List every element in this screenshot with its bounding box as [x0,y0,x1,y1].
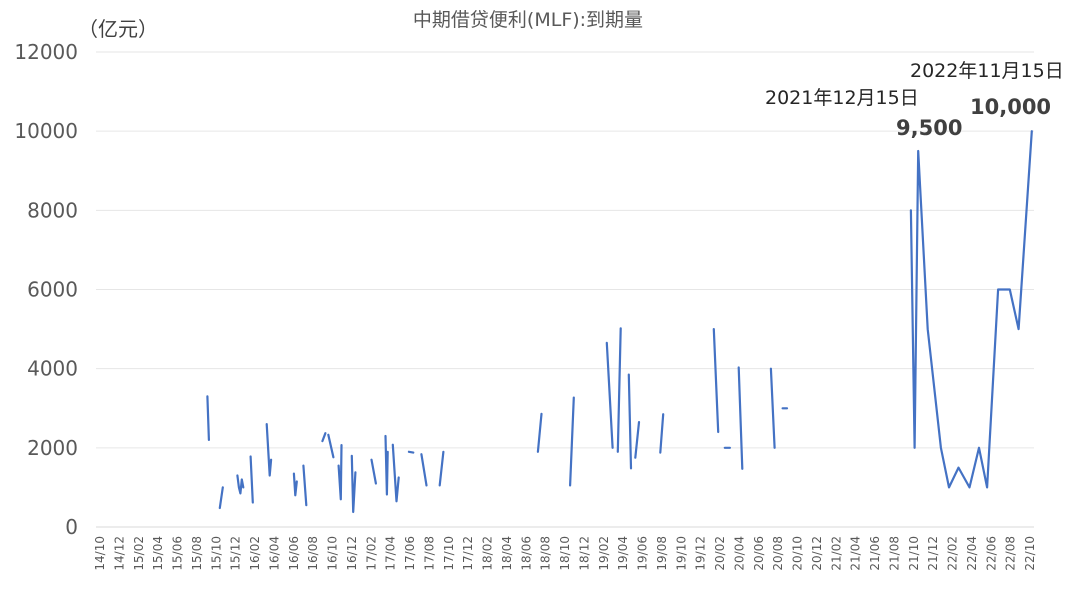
y-axis-ticks: 0 2000 4000 6000 8000 10000 12000 [14,40,78,539]
series-line-segment [634,421,641,459]
x-tick-label: 14/12 [112,536,126,571]
x-tick-label: 22/04 [965,536,979,571]
x-tick-label: 21/04 [849,536,863,571]
series-line-segment [659,413,665,454]
x-tick-label: 16/04 [267,536,281,571]
series-line-segment [627,373,633,470]
x-tick-label: 15/12 [229,536,243,571]
x-tick-label: 20/10 [791,536,805,571]
series-line-segment [206,395,210,441]
x-tick-label: 21/02 [829,536,843,571]
series-line-segment [370,458,377,485]
x-tick-label: 20/12 [810,536,824,571]
x-tick-label: 20/08 [771,536,785,571]
x-tick-label: 21/10 [907,536,921,571]
series-line-segment [605,341,614,449]
x-tick-label: 20/06 [752,536,766,571]
series-line-segment [616,327,622,453]
series-line-segment [909,130,1033,489]
x-tick-label: 16/12 [345,536,359,571]
series-line-segment [327,433,335,459]
y-tick-label: 6000 [27,278,78,302]
annotation-date-2021: 2021年12月15日 [765,87,919,109]
annotation-value-2022: 10,000 [970,95,1051,119]
x-tick-label: 16/06 [287,536,301,571]
series-line-segment [391,443,400,503]
x-axis-ticks: 14/10 14/12 15/02 15/04 15/06 15/08 15/10 15/12… [93,536,1037,571]
x-tick-label: 22/06 [984,536,998,571]
series-line-segment [769,367,776,449]
series-line-segment [536,412,543,453]
series-line-segment [438,450,445,487]
x-tick-label: 17/10 [442,536,456,571]
x-tick-label: 21/06 [868,536,882,571]
x-tick-label: 19/10 [674,536,688,571]
series-line-segment [350,454,357,514]
x-tick-label: 15/08 [190,536,204,571]
y-tick-label: 2000 [27,436,78,460]
x-tick-label: 17/08 [422,536,436,571]
x-tick-label: 21/12 [926,536,940,571]
series-line-segment [321,432,327,443]
series-line-segment [265,423,273,477]
x-tick-label: 19/02 [597,536,611,571]
x-tick-label: 17/12 [461,536,475,571]
x-tick-label: 16/02 [248,536,262,571]
x-tick-label: 15/04 [151,536,165,571]
x-tick-label: 19/04 [616,536,630,571]
x-tick-label: 22/02 [946,536,960,571]
series-line-segment [236,474,245,495]
x-tick-label: 17/02 [364,536,378,571]
x-tick-label: 15/02 [132,536,146,571]
series-line-segment [218,486,224,510]
y-tick-label: 12000 [14,40,78,64]
series-line-segment [712,328,720,434]
x-tick-label: 17/04 [384,536,398,571]
x-tick-label: 18/12 [577,536,591,571]
x-tick-label: 18/06 [519,536,533,571]
x-tick-label: 20/02 [713,536,727,571]
series-line-segment [249,455,254,504]
y-tick-label: 4000 [27,357,78,381]
chart-title: 中期借贷便利(MLF):到期量 [413,9,643,31]
x-tick-label: 20/04 [732,536,746,571]
x-tick-label: 16/08 [306,536,320,571]
x-tick-label: 19/08 [655,536,669,571]
x-tick-label: 15/06 [171,536,185,571]
annotation-date-2022: 2022年11月15日 [910,60,1064,82]
x-tick-label: 17/06 [403,536,417,571]
series-lines [206,130,1033,514]
x-tick-label: 18/02 [481,536,495,571]
series-line-segment [407,450,415,454]
x-tick-label: 19/12 [694,536,708,571]
series-line-segment [737,366,744,470]
x-tick-label: 22/10 [1023,536,1037,571]
x-tick-label: 21/08 [887,536,901,571]
y-tick-label: 10000 [14,119,78,143]
y-axis-unit-label: （亿元） [78,17,158,41]
x-tick-label: 18/08 [539,536,553,571]
series-line-segment [292,472,298,497]
x-tick-label: 18/10 [558,536,572,571]
gridlines [96,51,1034,528]
x-tick-label: 22/08 [1004,536,1018,571]
x-tick-label: 19/06 [636,536,650,571]
series-line-segment [384,434,389,496]
series-line-segment [568,396,575,487]
x-tick-label: 15/10 [209,536,223,571]
x-tick-label: 18/04 [500,536,514,571]
annotation-value-2021: 9,500 [896,116,962,140]
x-tick-label: 14/10 [93,536,107,571]
series-line-segment [420,453,428,487]
y-tick-label: 8000 [27,198,78,222]
y-tick-label: 0 [65,515,78,539]
series-line-segment [337,444,343,501]
annotations: 2021年12月15日 9,500 2022年11月15日 10,000 [765,60,1064,140]
x-tick-label: 16/10 [326,536,340,571]
series-line-segment [302,464,308,507]
